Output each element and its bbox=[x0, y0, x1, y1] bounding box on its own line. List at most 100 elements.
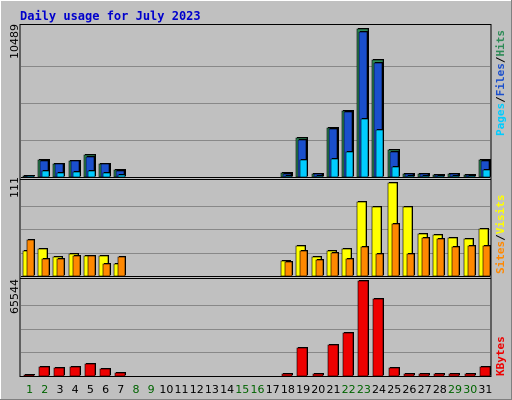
bar-shadow bbox=[438, 175, 445, 176]
x-tick-label-10: 10 bbox=[159, 383, 173, 396]
x-tick-label-15: 15 bbox=[235, 383, 249, 396]
bar-fill bbox=[357, 280, 369, 377]
bar-fill bbox=[467, 245, 476, 277]
bar-fill bbox=[436, 175, 445, 178]
bar-fill bbox=[330, 158, 339, 178]
visits-sites-bar bbox=[360, 246, 369, 277]
bar-fill bbox=[102, 172, 111, 178]
bar-fill bbox=[281, 373, 293, 377]
kbytes-panel bbox=[21, 280, 491, 377]
legend-visits: Visits bbox=[494, 195, 507, 235]
x-tick-label-5: 5 bbox=[87, 383, 94, 396]
hits-pages-bar bbox=[406, 175, 415, 178]
x-tick-label-1: 1 bbox=[26, 383, 33, 396]
bar-fill bbox=[99, 368, 111, 377]
visits-sites-bar bbox=[330, 252, 339, 277]
visits-sites-bar bbox=[299, 250, 308, 277]
hits-ymax-label: 10489 bbox=[8, 24, 21, 59]
bar-fill bbox=[482, 169, 491, 178]
kbytes-kbytes-bar bbox=[53, 367, 65, 377]
x-tick-label-24: 24 bbox=[372, 383, 386, 396]
visits-sites-bar bbox=[56, 258, 65, 277]
x-tick-label-19: 19 bbox=[296, 383, 310, 396]
kbytes-kbytes-bar bbox=[38, 366, 50, 377]
bar-fill bbox=[360, 246, 369, 277]
bar-fill bbox=[479, 366, 491, 377]
hits-pages-bar bbox=[421, 175, 430, 178]
visits-sites-bar bbox=[315, 259, 324, 277]
x-tick-label-9: 9 bbox=[148, 383, 155, 396]
visits-sites-bar bbox=[41, 258, 50, 277]
bar-fill bbox=[284, 175, 293, 178]
x-tick-label-4: 4 bbox=[72, 383, 79, 396]
kbytes-kbytes-bar bbox=[84, 363, 96, 377]
bar-fill bbox=[406, 175, 415, 178]
hits-pages-bar bbox=[56, 172, 65, 178]
x-tick-label-30: 30 bbox=[463, 383, 477, 396]
hits-pages-bar bbox=[315, 175, 324, 178]
hits-pages-bar bbox=[102, 172, 111, 178]
kbytes-kbytes-bar bbox=[69, 366, 81, 377]
visits-ymax-label: 111 bbox=[8, 177, 21, 198]
bar-fill bbox=[451, 246, 460, 277]
x-tick-label-28: 28 bbox=[433, 383, 447, 396]
bar-fill bbox=[87, 255, 96, 277]
x-axis-labels: 1 2 3 4 5 6 7 8 9 10 11 12 13 14 15 16 17 18 19 20 21 22 23 24 2… bbox=[26, 383, 492, 396]
bar-fill bbox=[406, 253, 415, 277]
x-tick-label-31: 31 bbox=[478, 383, 492, 396]
bar-shadow bbox=[423, 175, 430, 176]
hits-pages-bar bbox=[299, 159, 308, 178]
x-tick-label-29: 29 bbox=[448, 383, 462, 396]
bar-fill bbox=[421, 237, 430, 277]
bar-fill bbox=[421, 175, 430, 178]
x-tick-label-23: 23 bbox=[357, 383, 371, 396]
bar-fill bbox=[56, 258, 65, 277]
visits-sites-bar bbox=[87, 255, 96, 277]
legend-hits: Hits bbox=[494, 30, 507, 57]
bar-fill bbox=[26, 239, 35, 277]
hits-pages-bar bbox=[436, 175, 445, 178]
kbytes-kbytes-bar bbox=[114, 372, 126, 377]
bar-fill bbox=[41, 258, 50, 277]
visits-sites-bar bbox=[391, 223, 400, 277]
x-tick-label-22: 22 bbox=[342, 383, 356, 396]
bar-fill bbox=[117, 256, 126, 277]
bar-shadow bbox=[469, 175, 476, 176]
visits-sites-bar bbox=[26, 239, 35, 277]
visits-sites-bar bbox=[467, 245, 476, 277]
bar-fill bbox=[117, 174, 126, 178]
visits-sites-bar bbox=[72, 255, 81, 277]
kbytes-ymax-label: 65544 bbox=[8, 279, 21, 314]
kbytes-kbytes-bar bbox=[464, 373, 476, 377]
hits-pages-bar bbox=[375, 129, 384, 178]
bar-fill bbox=[87, 170, 96, 178]
bar-fill bbox=[451, 175, 460, 178]
legend-sites: Sites bbox=[494, 241, 507, 274]
visits-sites-bar bbox=[451, 246, 460, 277]
hits-pages-bar bbox=[26, 175, 35, 178]
hits-pages-bar bbox=[330, 158, 339, 178]
x-tick-label-8: 8 bbox=[132, 383, 139, 396]
bar-fill bbox=[360, 118, 369, 178]
bar-fill bbox=[53, 367, 65, 377]
x-tick-label-3: 3 bbox=[56, 383, 63, 396]
bar-fill bbox=[375, 129, 384, 178]
x-tick-label-25: 25 bbox=[387, 383, 401, 396]
x-tick-label-20: 20 bbox=[311, 383, 325, 396]
bar-fill bbox=[315, 259, 324, 277]
chart-title: Daily usage for July 2023 bbox=[20, 9, 201, 23]
bar-fill bbox=[388, 367, 400, 377]
kbytes-kbytes-bar bbox=[357, 280, 369, 377]
bar-fill bbox=[38, 366, 50, 377]
kbytes-kbytes-bar bbox=[312, 373, 324, 377]
x-tick-label-18: 18 bbox=[281, 383, 295, 396]
bar-fill bbox=[467, 175, 476, 178]
legend-pages: Pages bbox=[494, 103, 507, 136]
bar-shadow bbox=[317, 175, 324, 176]
x-tick-label-11: 11 bbox=[175, 383, 189, 396]
hits-pages-bar bbox=[451, 175, 460, 178]
bar-fill bbox=[114, 372, 126, 377]
legend-separator: / bbox=[494, 56, 507, 63]
x-tick-label-12: 12 bbox=[190, 383, 204, 396]
